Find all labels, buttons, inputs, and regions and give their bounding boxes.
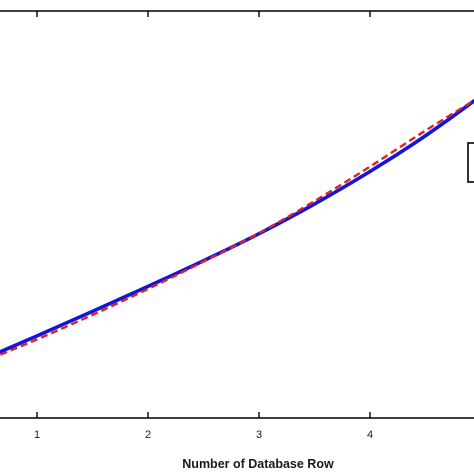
series-line-dashed bbox=[0, 99, 474, 357]
x-tick-label-3: 3 bbox=[256, 429, 262, 441]
x-axis-title: Number of Database Row bbox=[182, 457, 334, 471]
series-line-solid bbox=[0, 98, 474, 354]
x-tick-label-2: 2 bbox=[145, 429, 151, 441]
x-tick-label-1: 1 bbox=[34, 429, 40, 441]
x-ticks bbox=[36, 11, 371, 418]
legend-box bbox=[467, 142, 474, 183]
x-tick-labels: 1 2 3 4 bbox=[34, 429, 373, 441]
series-lines bbox=[0, 98, 474, 357]
x-tick-label-4: 4 bbox=[367, 429, 373, 441]
